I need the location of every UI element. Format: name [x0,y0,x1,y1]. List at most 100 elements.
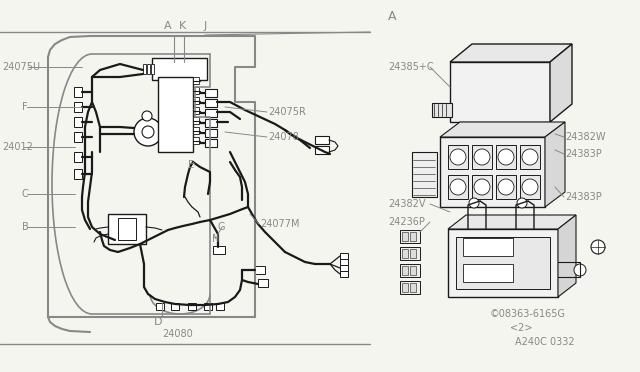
Polygon shape [440,122,565,137]
Bar [410,266,416,275]
Bar [204,303,212,310]
Bar [193,97,199,104]
Text: 24078: 24078 [268,132,299,142]
Circle shape [142,111,152,121]
Text: E: E [188,160,194,170]
Text: 24236P: 24236P [388,217,425,227]
Bar [205,109,217,117]
Bar [450,62,550,122]
Bar [74,169,82,179]
Bar [118,218,136,240]
Bar [402,283,408,292]
Circle shape [474,179,490,195]
Polygon shape [450,44,572,62]
Bar [400,247,420,260]
Bar [340,259,348,265]
Circle shape [469,198,479,208]
Bar [400,230,420,243]
Bar [496,175,516,199]
Bar [410,283,416,292]
Text: 24075R: 24075R [268,107,306,117]
Text: 24077M: 24077M [260,219,300,229]
Bar [496,145,516,169]
Circle shape [142,126,154,138]
Polygon shape [558,215,576,297]
Bar [456,237,550,289]
Bar [193,137,199,144]
Bar [216,303,224,310]
Bar [74,102,82,112]
Text: K: K [179,21,187,31]
Text: F: F [22,102,28,112]
Text: 24080: 24080 [163,329,193,339]
Text: 24075U: 24075U [2,62,40,72]
Text: J: J [204,21,207,31]
Text: 24382W: 24382W [565,132,605,142]
Text: D: D [154,317,163,327]
Bar [74,152,82,162]
Bar [74,132,82,142]
Bar [213,246,225,254]
Polygon shape [545,122,565,207]
Bar [448,145,468,169]
Bar [402,266,408,275]
Bar [158,77,193,152]
Bar [143,64,146,74]
Bar [74,87,82,97]
Circle shape [517,198,527,208]
Polygon shape [448,215,576,229]
Bar [151,64,154,74]
Bar [147,64,150,74]
Circle shape [450,179,466,195]
Bar [205,139,217,147]
Circle shape [498,179,514,195]
Bar [340,253,348,259]
Circle shape [522,179,538,195]
Bar [255,266,265,274]
Text: ©08363-6165G: ©08363-6165G [490,309,566,319]
Text: 24383P: 24383P [565,192,602,202]
Bar [472,175,492,199]
Bar [520,175,540,199]
Bar [108,214,146,244]
Bar [74,117,82,127]
Text: A: A [388,10,397,23]
Bar [402,232,408,241]
Text: 24012: 24012 [2,142,33,152]
Circle shape [134,118,162,146]
Bar [340,265,348,271]
Bar [340,271,348,277]
Bar [410,232,416,241]
Circle shape [522,149,538,165]
Bar [315,136,329,144]
Circle shape [474,149,490,165]
Bar [463,238,513,256]
Text: 24382V: 24382V [388,199,426,209]
Bar [193,127,199,134]
Bar [171,303,179,310]
Circle shape [591,240,605,254]
Bar [472,145,492,169]
Circle shape [450,149,466,165]
Text: C: C [22,189,29,199]
Bar [463,264,513,282]
Circle shape [498,149,514,165]
Text: <2>: <2> [510,323,532,333]
Text: A240C 0332: A240C 0332 [515,337,575,347]
Bar [193,87,199,94]
Bar [205,119,217,127]
Text: H: H [212,234,220,244]
Bar [410,249,416,258]
Circle shape [574,264,586,276]
Bar [400,281,420,294]
Text: A: A [164,21,172,31]
Bar [193,117,199,124]
Bar [432,103,452,117]
Text: 24383P: 24383P [565,149,602,159]
Bar [205,129,217,137]
Bar [188,303,196,310]
Bar [315,146,329,154]
Polygon shape [550,44,572,122]
Bar [448,175,468,199]
Text: 24385+C: 24385+C [388,62,434,72]
